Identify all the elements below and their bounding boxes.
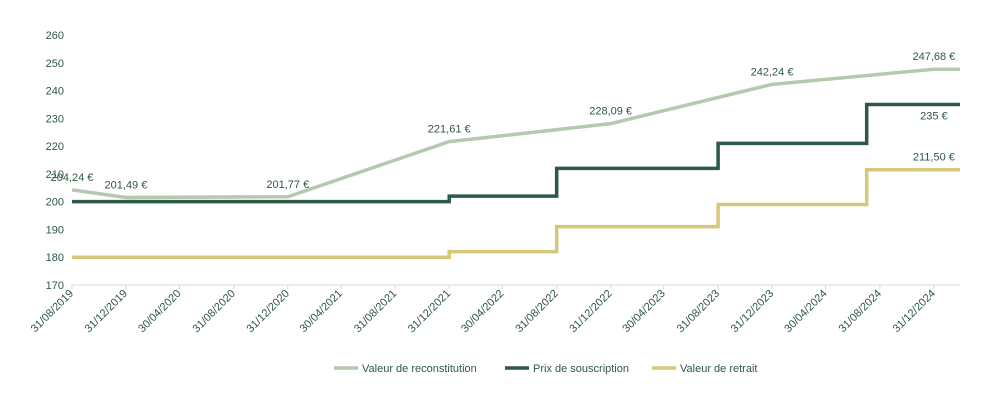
y-tick-label: 170 bbox=[46, 280, 64, 292]
x-tick-label: 31/12/2019 bbox=[83, 288, 130, 335]
x-tick-label: 31/08/2020 bbox=[191, 288, 238, 335]
y-tick-label: 210 bbox=[46, 169, 64, 181]
legend-label: Valeur de reconstitution bbox=[362, 363, 477, 375]
legend-label: Prix de souscription bbox=[533, 363, 629, 375]
y-tick-label: 250 bbox=[46, 58, 64, 70]
data-label: 211,50 € bbox=[913, 152, 955, 164]
series-line-3 bbox=[72, 167, 960, 259]
y-tick-label: 200 bbox=[46, 197, 64, 209]
y-tick-label: 230 bbox=[46, 113, 64, 125]
x-tick-label: 31/08/2023 bbox=[675, 288, 722, 335]
y-tick-label: 260 bbox=[46, 30, 64, 42]
x-axis: 31/08/2019 31/12/2019 30/04/2020 31/08/2020… bbox=[29, 284, 960, 335]
x-tick-label: 30/04/2023 bbox=[620, 288, 667, 335]
data-label: 201,77 € bbox=[266, 179, 309, 191]
y-tick-label: 190 bbox=[46, 224, 64, 236]
x-tick-label: 30/04/2022 bbox=[459, 288, 506, 335]
data-label: 221,61 € bbox=[428, 124, 471, 136]
data-label: 235 € bbox=[920, 110, 948, 122]
data-labels: 204,24 € 201,49 € 201,77 € 221,61 € 228,09 €… bbox=[51, 51, 956, 191]
x-tick-label: 30/04/2020 bbox=[136, 288, 183, 335]
data-label: 242,24 € bbox=[751, 66, 794, 78]
x-tick-label: 31/08/2021 bbox=[352, 288, 399, 335]
y-tick-label: 240 bbox=[46, 86, 64, 98]
series-line-1 bbox=[71, 67, 960, 200]
y-tick-label: 220 bbox=[46, 141, 64, 153]
x-tick-label: 31/12/2022 bbox=[567, 288, 614, 335]
x-tick-label: 31/08/2019 bbox=[29, 288, 76, 335]
x-tick-label: 31/12/2020 bbox=[245, 288, 292, 335]
x-tick-label: 31/08/2024 bbox=[837, 288, 884, 335]
x-tick-label: 30/04/2021 bbox=[298, 288, 345, 335]
plot-area bbox=[71, 67, 960, 259]
series-line-2 bbox=[72, 102, 960, 204]
legend: Valeur de reconstitution Prix de souscrip… bbox=[334, 363, 757, 375]
x-tick-label: 31/12/2024 bbox=[891, 288, 938, 335]
x-tick-label: 30/04/2024 bbox=[782, 288, 829, 335]
x-tick-label: 31/12/2021 bbox=[406, 288, 453, 335]
data-label: 247,68 € bbox=[912, 51, 955, 63]
legend-label: Valeur de retrait bbox=[680, 363, 757, 375]
x-tick-label: 31/12/2023 bbox=[729, 288, 776, 335]
y-tick-label: 180 bbox=[46, 252, 64, 264]
data-label: 201,49 € bbox=[105, 180, 148, 192]
y-axis: 170 180 190 200 210 220 230 240 250 260 bbox=[46, 30, 64, 292]
data-label: 204,24 € bbox=[51, 172, 94, 184]
data-label: 228,09 € bbox=[589, 106, 632, 118]
x-tick-label: 31/08/2022 bbox=[513, 288, 560, 335]
